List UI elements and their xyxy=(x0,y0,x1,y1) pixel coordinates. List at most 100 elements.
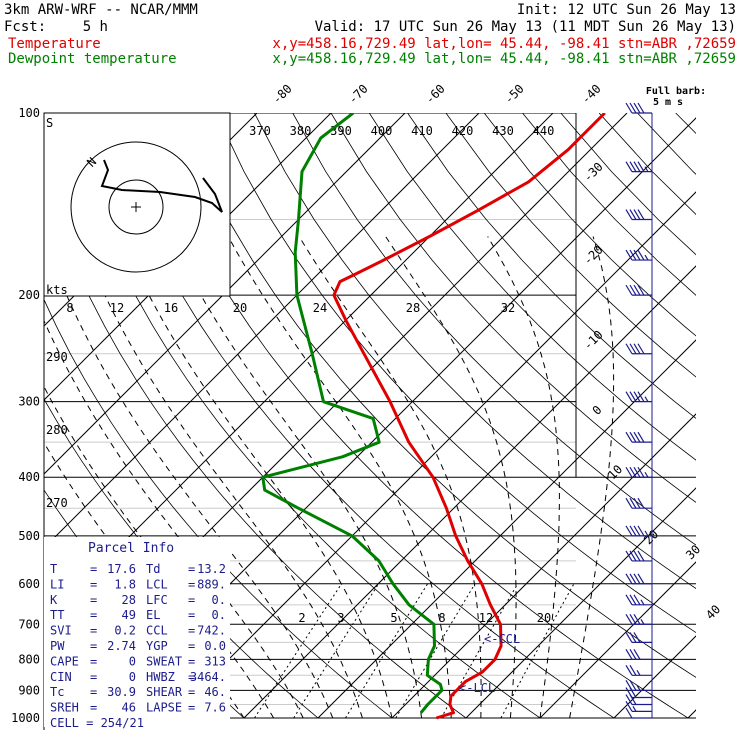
wind-barb-flag xyxy=(629,161,637,172)
parcel-eq: = xyxy=(90,608,97,622)
wind-barb-half xyxy=(640,599,645,606)
parcel-label: LCL xyxy=(146,577,168,591)
parcel-eq: = xyxy=(188,608,195,622)
parcel-value: 0.0 xyxy=(204,639,226,653)
wind-barb-flag xyxy=(629,649,637,660)
pressure-tick-label: 100 xyxy=(18,106,40,120)
hodograph-speed-label: 16 xyxy=(164,301,178,315)
pressure-tick-label: 300 xyxy=(18,395,40,409)
parcel-label: PW xyxy=(50,639,65,653)
theta-left-label: 290 xyxy=(46,350,68,364)
fcst-value: 5 h xyxy=(83,19,108,35)
theta-label: 380 xyxy=(290,124,312,138)
hodograph-speed-label: 8 xyxy=(66,301,73,315)
theta-label: 390 xyxy=(330,124,352,138)
isotherm-line xyxy=(44,113,480,549)
hodograph-speed-label: 24 xyxy=(313,301,327,315)
wind-barb-flag xyxy=(629,550,637,562)
moist-adiabat xyxy=(120,236,393,719)
wind-barb-flag xyxy=(633,525,641,537)
dry-adiabat xyxy=(139,113,696,719)
parcel-eq: = xyxy=(90,593,97,607)
wind-barb-flag xyxy=(629,632,637,643)
mixing-ratio-line xyxy=(395,583,476,719)
isotherm-line xyxy=(317,339,696,719)
wind-barb-flag xyxy=(637,550,645,562)
isotherm-label: -50 xyxy=(502,82,527,107)
wind-barb-flag xyxy=(625,161,633,172)
parcel-value: 0. xyxy=(212,608,226,622)
parcel-label: CIN xyxy=(50,670,72,684)
wind-barb-half xyxy=(644,471,649,478)
isotherm-label: -20 xyxy=(581,243,606,268)
wind-barb-flag xyxy=(637,343,645,355)
wind-barb-flag xyxy=(637,466,645,478)
pressure-tick-label: 800 xyxy=(18,652,40,666)
isotherm-label: -40 xyxy=(579,82,604,107)
parcel-value: 46 xyxy=(122,701,136,715)
parcel-label: CAPE xyxy=(50,654,79,668)
wind-barb-flag xyxy=(625,525,633,537)
theta-label: 440 xyxy=(533,124,555,138)
valid-time: Valid: 17 UTC Sun 26 May 13 (11 MDT Sun … xyxy=(315,19,736,35)
isotherm-line xyxy=(44,113,406,475)
isotherm-label: -30 xyxy=(581,160,606,185)
isotherm-line xyxy=(391,413,696,719)
wind-barb-flag xyxy=(625,694,633,705)
parcel-value: 0.2 xyxy=(114,624,136,638)
parcel-eq: = xyxy=(90,624,97,638)
theta-label: 430 xyxy=(492,124,514,138)
wind-barb-flag xyxy=(633,209,641,220)
pressure-tick-label: 400 xyxy=(18,470,40,484)
lcl-marker: <-LCL xyxy=(459,681,495,695)
parcel-eq: = xyxy=(188,624,195,638)
wind-barb-flag xyxy=(633,613,641,625)
wind-barb-flag xyxy=(625,649,633,660)
isotherm-line xyxy=(465,487,696,719)
wind-barb-flag xyxy=(633,466,641,478)
mixing-ratio-label: 8 xyxy=(438,611,445,625)
parcel-label: Tc xyxy=(50,685,64,699)
theta-left-label: 280 xyxy=(46,423,68,437)
parcel-label: HWBZ xyxy=(146,670,175,684)
theta-label: 410 xyxy=(411,124,433,138)
moist-adiabat xyxy=(385,236,517,719)
wind-barb-flag xyxy=(637,161,645,172)
moist-adiabat xyxy=(569,236,615,719)
parcel-eq: = xyxy=(90,654,97,668)
hodograph-speed-label: 12 xyxy=(110,301,124,315)
dry-adiabat xyxy=(560,113,696,256)
dry-adiabat xyxy=(330,113,696,503)
parcel-label: SVI xyxy=(50,624,72,638)
parcel-value: 3464. xyxy=(190,670,226,684)
isotherm-label: 40 xyxy=(703,602,723,622)
wind-barb-flag xyxy=(637,249,645,261)
parcel-value: 0. xyxy=(212,593,226,607)
temperature-trace xyxy=(332,113,606,720)
hodograph-speed-label: 28 xyxy=(406,301,420,315)
wind-barb-flag xyxy=(625,680,633,691)
moist-adiabat xyxy=(169,236,423,719)
wind-barb-flag xyxy=(625,573,633,585)
wind-barb-flag xyxy=(629,594,637,606)
hodograph-trace xyxy=(100,159,223,213)
wind-barb-flag xyxy=(633,497,641,509)
wind-barb-flag xyxy=(633,343,641,355)
isotherm-label: 0 xyxy=(590,403,605,418)
wind-barb-flag xyxy=(637,573,645,585)
init-time: Init: 12 UTC Sun 26 May 13 xyxy=(517,2,736,18)
mixing-ratio-line xyxy=(293,583,380,719)
wind-barb-flag xyxy=(637,431,645,443)
hodograph-speed-label: 32 xyxy=(501,301,515,315)
parcel-label: LFC xyxy=(146,593,168,607)
wind-barb-flag xyxy=(633,550,641,562)
wind-barb-flag xyxy=(629,431,637,443)
mixing-ratio-line xyxy=(500,583,575,719)
cell-label: CELL = 254/21 xyxy=(50,716,144,730)
wind-barb-flag xyxy=(633,431,641,443)
wind-barb-flag xyxy=(625,594,633,606)
dewpoint-location: x,y=458.16,729.49 lat,lon= 45.44, -98.41… xyxy=(272,51,736,67)
parcel-info-background xyxy=(44,537,230,727)
pressure-tick-label: 1000 xyxy=(11,711,40,725)
